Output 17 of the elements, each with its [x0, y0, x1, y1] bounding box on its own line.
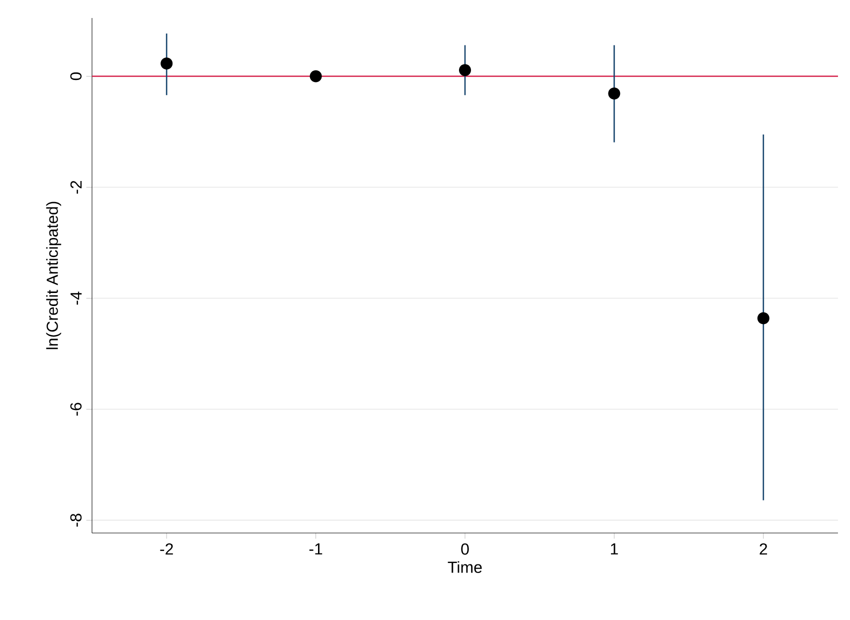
x-tick-label: -2 [160, 543, 173, 555]
x-axis-title: Time [448, 561, 482, 573]
x-tick-label: -1 [309, 543, 322, 554]
y-axis-title: ln(Credit Anticipated) [46, 202, 62, 350]
y-tick-label: 0 [70, 72, 82, 80]
point [608, 87, 620, 100]
x-tick-label: 2 [760, 543, 768, 555]
point [459, 64, 471, 76]
point [310, 70, 322, 82]
x-tick-label: 0 [461, 543, 469, 555]
point [160, 58, 173, 70]
y-tick-label: -4 [70, 292, 82, 305]
point [757, 312, 770, 324]
y-tick-label: -2 [70, 180, 82, 194]
x-tick-label: 1 [610, 543, 618, 554]
y-tick-label: -8 [70, 514, 82, 527]
y-tick-label: -6 [70, 402, 82, 416]
